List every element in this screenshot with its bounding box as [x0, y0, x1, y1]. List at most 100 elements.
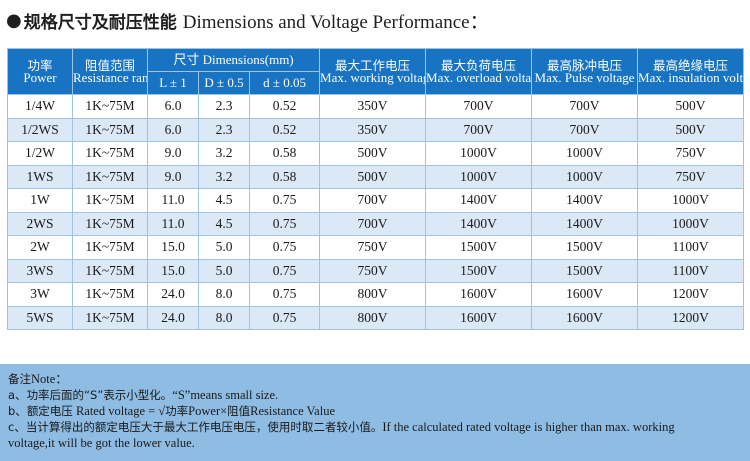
cell-max-pulse: 1000V [531, 141, 639, 166]
notes-panel: 备注Note： a、功率后面的“S”表示小型化。“S”means small s… [0, 364, 750, 461]
cell-dim-lead: 0.52 [248, 117, 321, 142]
cell-resistance-range: 1K~75M [72, 305, 148, 330]
cell-dim-d: 4.5 [198, 188, 250, 213]
cell-max-working: 350V [319, 117, 427, 142]
note-c: c、当计算得出的额定电压大于最大工作电压电压，使用时取二者较小值。If the … [8, 420, 675, 434]
cell-max-overload: 1000V [425, 164, 533, 189]
cell-max-pulse: 1400V [531, 211, 639, 236]
cell-dim-d: 8.0 [198, 305, 250, 330]
cell-max-insulation: 750V [637, 164, 745, 189]
table-row: 5WS 1K~75M 24.0 8.0 0.75 800V 1600V 1600V 1200V [7, 305, 745, 330]
cell-max-overload: 1600V [425, 305, 533, 330]
table-body: 1/4W 1K~75M 6.0 2.3 0.52 350V 700V 700V 500V 1/2W… [7, 94, 745, 330]
cell-max-insulation: 750V [637, 141, 745, 166]
table-row: 3WS 1K~75M 15.0 5.0 0.75 750V 1500V 1500V 1100V [7, 258, 745, 283]
cell-resistance-range: 1K~75M [72, 235, 148, 260]
cell-dim-lead: 0.75 [248, 282, 321, 307]
cell-power: 1WS [7, 164, 73, 189]
header-max-overload: 最大负荷电压 Max. overload voltage [425, 48, 533, 95]
cell-dim-lead: 0.75 [248, 305, 321, 330]
cell-max-pulse: 700V [531, 117, 639, 142]
cell-dim-d: 2.3 [198, 94, 250, 119]
header-resistance-range: 阻值范围 Resistance range [72, 48, 148, 95]
cell-max-overload: 700V [425, 94, 533, 119]
cell-max-insulation: 1000V [637, 211, 745, 236]
cell-resistance-range: 1K~75M [72, 94, 148, 119]
header-power: 功率 Power [7, 48, 73, 95]
cell-power: 1/4W [7, 94, 73, 119]
table-row: 1W 1K~75M 11.0 4.5 0.75 700V 1400V 1400V 1000V [7, 188, 745, 213]
title-en: Dimensions and Voltage Performance： [182, 11, 489, 33]
cell-dim-d: 3.2 [198, 141, 250, 166]
cell-power: 3WS [7, 258, 73, 283]
cell-max-pulse: 1600V [531, 305, 639, 330]
cell-max-insulation: 500V [637, 94, 745, 119]
cell-resistance-range: 1K~75M [72, 282, 148, 307]
cell-dim-l: 24.0 [147, 305, 199, 330]
notes-heading: 备注Note： [8, 372, 68, 386]
cell-power: 1/2W [7, 141, 73, 166]
cell-resistance-range: 1K~75M [72, 211, 148, 236]
cell-dim-l: 9.0 [147, 164, 199, 189]
cell-dim-lead: 0.75 [248, 258, 321, 283]
cell-power: 5WS [7, 305, 73, 330]
spec-table: 功率 Power 阻值范围 Resistance range 尺寸 Dimens… [7, 48, 745, 330]
cell-dim-l: 11.0 [147, 188, 199, 213]
table-row: 2WS 1K~75M 11.0 4.5 0.75 700V 1400V 1400V 1000V [7, 211, 745, 236]
cell-dim-lead: 0.58 [248, 141, 321, 166]
cell-max-working: 500V [319, 141, 427, 166]
table-row: 3W 1K~75M 24.0 8.0 0.75 800V 1600V 1600V 1200V [7, 282, 745, 307]
cell-max-working: 750V [319, 258, 427, 283]
cell-dim-d: 8.0 [198, 282, 250, 307]
cell-max-working: 500V [319, 164, 427, 189]
header-dimensions: 尺寸 Dimensions(mm) [146, 48, 321, 72]
note-b: b、额定电压 Rated voltage = √功率Power×阻值Resist… [8, 404, 335, 418]
cell-resistance-range: 1K~75M [72, 141, 148, 166]
cell-dim-l: 24.0 [147, 282, 199, 307]
header-dim-d: D ± 0.5 [198, 71, 250, 95]
header-max-pulse: 最高脉冲电压 Max. Pulse voltage [531, 48, 639, 95]
cell-max-insulation: 500V [637, 117, 745, 142]
cell-max-pulse: 1000V [531, 164, 639, 189]
cell-dim-l: 6.0 [147, 94, 199, 119]
cell-resistance-range: 1K~75M [72, 164, 148, 189]
note-c-continued: voltage,it will be got the lower value. [8, 436, 195, 450]
cell-max-overload: 1000V [425, 141, 533, 166]
cell-max-overload: 1600V [425, 282, 533, 307]
note-a: a、功率后面的“S”表示小型化。“S”means small size. [8, 388, 279, 402]
cell-dim-l: 15.0 [147, 258, 199, 283]
cell-dim-l: 9.0 [147, 141, 199, 166]
header-dim-lead: d ± 0.05 [248, 71, 321, 95]
cell-power: 1W [7, 188, 73, 213]
cell-max-overload: 1400V [425, 188, 533, 213]
cell-resistance-range: 1K~75M [72, 188, 148, 213]
cell-max-working: 750V [319, 235, 427, 260]
cell-power: 3W [7, 282, 73, 307]
cell-max-working: 800V [319, 282, 427, 307]
cell-max-working: 700V [319, 188, 427, 213]
cell-dim-lead: 0.75 [248, 211, 321, 236]
cell-max-overload: 700V [425, 117, 533, 142]
cell-resistance-range: 1K~75M [72, 117, 148, 142]
header-dim-l: L ± 1 [147, 71, 199, 95]
cell-dim-lead: 0.58 [248, 164, 321, 189]
cell-dim-l: 11.0 [147, 211, 199, 236]
cell-max-working: 350V [319, 94, 427, 119]
cell-power: 2WS [7, 211, 73, 236]
cell-max-pulse: 700V [531, 94, 639, 119]
table-row: 1/4W 1K~75M 6.0 2.3 0.52 350V 700V 700V 500V [7, 94, 745, 119]
cell-max-pulse: 1500V [531, 235, 639, 260]
table-row: 1/2W 1K~75M 9.0 3.2 0.58 500V 1000V 1000V 750V [7, 141, 745, 166]
cell-max-overload: 1500V [425, 258, 533, 283]
cell-max-insulation: 1200V [637, 305, 745, 330]
bullet-icon: ● [6, 9, 22, 31]
table-row: 1/2WS 1K~75M 6.0 2.3 0.52 350V 700V 700V 500V [7, 117, 745, 142]
cell-max-insulation: 1200V [637, 282, 745, 307]
page-title: ● 规格尺寸及耐压性能 Dimensions and Voltage Perfo… [6, 6, 489, 34]
title-cn: 规格尺寸及耐压性能 [23, 12, 177, 33]
table-row: 2W 1K~75M 15.0 5.0 0.75 750V 1500V 1500V 1100V [7, 235, 745, 260]
cell-max-insulation: 1100V [637, 235, 745, 260]
cell-dim-lead: 0.75 [248, 235, 321, 260]
cell-max-insulation: 1100V [637, 258, 745, 283]
cell-power: 2W [7, 235, 73, 260]
